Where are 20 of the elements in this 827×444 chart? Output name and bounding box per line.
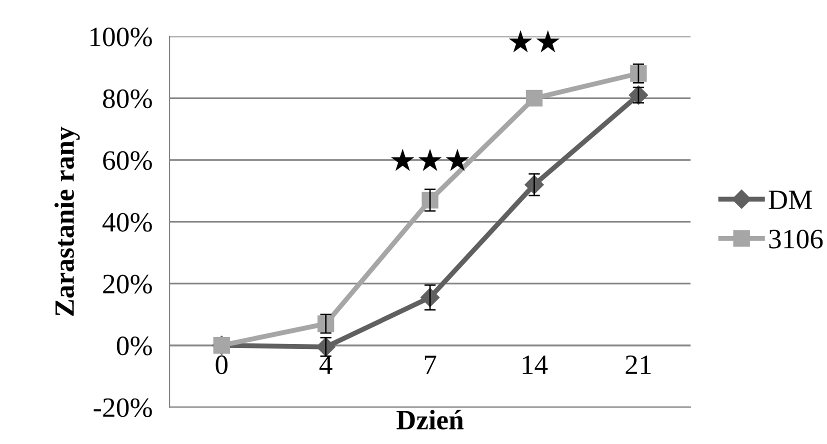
- x-tick-label: 7: [424, 356, 436, 374]
- y-tick-label: 100%: [90, 28, 152, 46]
- point: [526, 90, 543, 107]
- x-tick-label: 4: [319, 356, 332, 374]
- y-tick-label: -20%: [94, 398, 152, 418]
- x-axis-title: Dzień: [396, 410, 464, 430]
- annotation: ★★★: [390, 148, 470, 172]
- legend-label: DM: [768, 190, 812, 209]
- y-axis-title: Zarastanie rany: [54, 126, 80, 316]
- x-tick-label: 21: [626, 356, 651, 374]
- y-tick-label: 60%: [103, 151, 152, 170]
- annotation: ★★: [508, 30, 560, 52]
- x-tick-label: 14: [522, 356, 548, 374]
- y-tick-label: 40%: [102, 212, 152, 232]
- legend-label: 3106: [769, 230, 823, 248]
- y-tick-label: 20%: [103, 274, 152, 294]
- point: [422, 192, 438, 208]
- y-tick-label: 80%: [103, 89, 152, 108]
- y-tick-label: 0%: [116, 336, 152, 356]
- x-tick-label: 0: [216, 355, 228, 374]
